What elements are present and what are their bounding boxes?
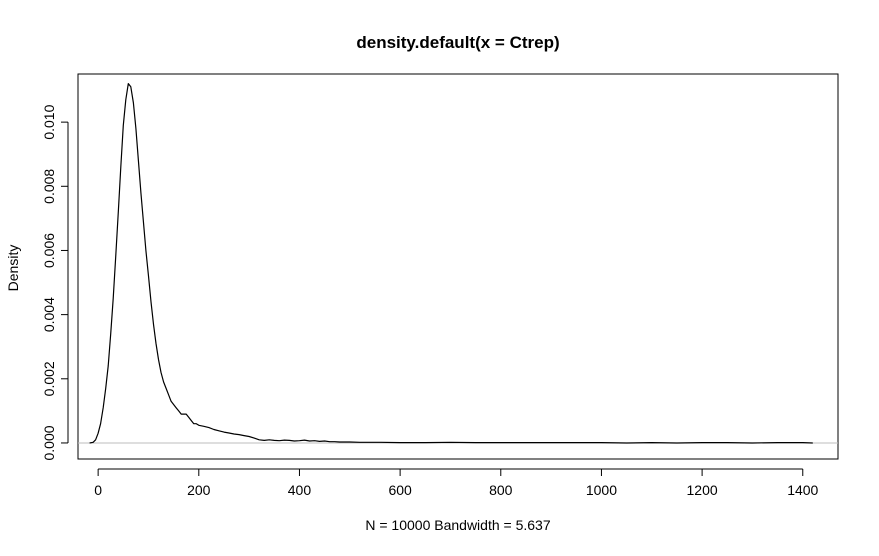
plot-frame [77, 73, 839, 460]
x-tick-label: 1000 [586, 482, 617, 498]
y-axis-label: Density [5, 245, 21, 292]
x-axis-label: N = 10000 Bandwidth = 5.637 [365, 517, 550, 533]
y-tick-label: 0.004 [41, 297, 57, 332]
y-tick-label: 0.000 [41, 425, 57, 460]
density-curve [89, 82, 813, 444]
y-tick-label: 0.010 [41, 104, 57, 139]
y-tick-label: 0.002 [41, 361, 57, 396]
x-tick-label: 200 [187, 482, 211, 498]
x-axis: 0 200 400 600 800 1000 1200 1400 [94, 468, 819, 498]
y-tick-label: 0.008 [41, 169, 57, 204]
y-axis: 0.000 0.002 0.004 0.006 0.008 0.010 [41, 104, 69, 460]
x-tick-label: 1400 [787, 482, 818, 498]
x-tick-label: 0 [94, 482, 102, 498]
x-tick-label: 400 [288, 482, 312, 498]
x-tick-label: 600 [388, 482, 412, 498]
chart-title: density.default(x = Ctrep) [356, 33, 559, 52]
y-tick-label: 0.006 [41, 233, 57, 268]
x-tick-label: 800 [489, 482, 513, 498]
x-tick-label: 1200 [687, 482, 718, 498]
